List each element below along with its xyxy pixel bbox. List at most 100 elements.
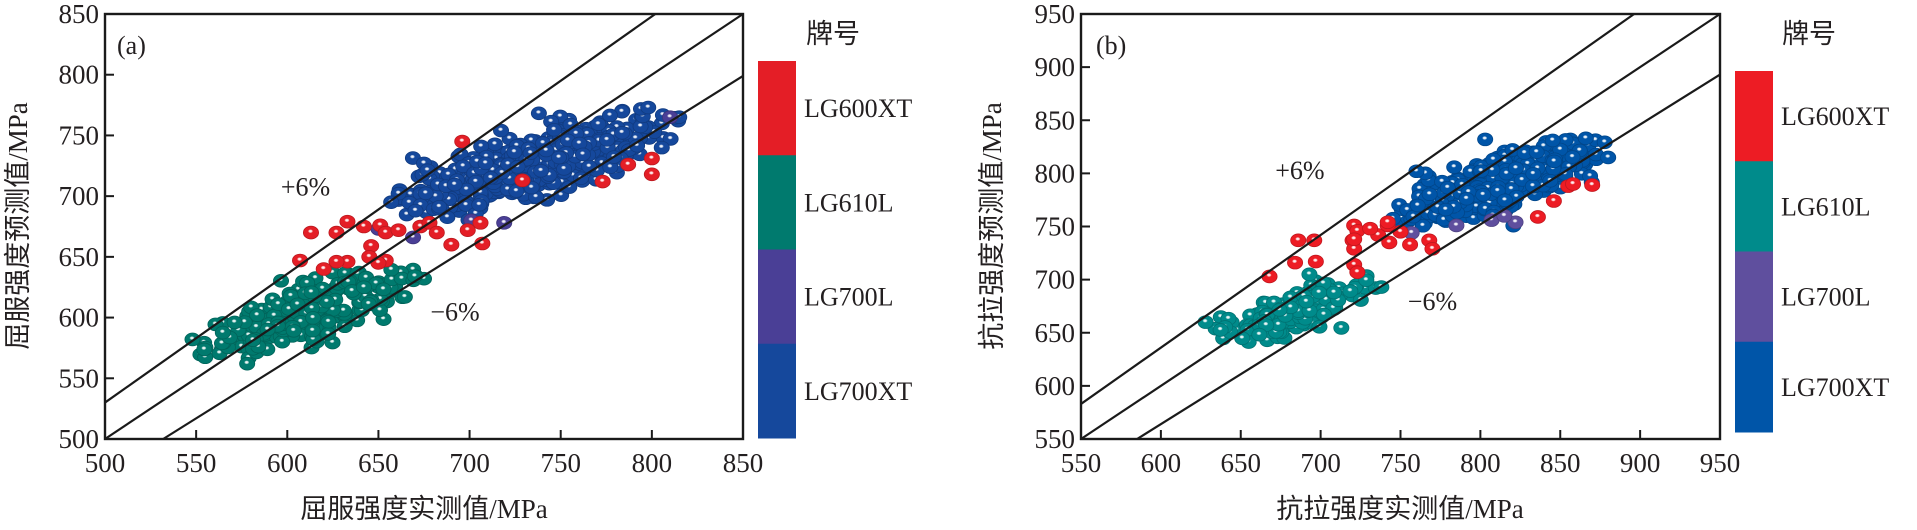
point-lg700xt [522,146,539,160]
point-lg610l [320,314,337,329]
point-lg700xt [551,150,568,165]
point-lg700xt [653,140,670,155]
point-lg700xt [556,162,573,176]
y-tick-label: 850 [59,0,100,29]
x-tick-label: 900 [1620,448,1661,478]
reference-line-identity [104,13,744,440]
x-axis-label-a: 屈服强度实测值/MPa [300,494,548,524]
point-lg610l [303,285,320,300]
point-lg610l [360,297,377,311]
x-tick-label: 850 [723,448,764,478]
point-lg610l [1342,284,1359,298]
y-tick-label: 650 [59,242,100,272]
point-lg600xt [594,174,611,189]
point-lg700xt [1544,133,1561,148]
point-lg700xt [1507,161,1524,175]
point-lg700xt [533,163,550,178]
point-lg610l [1212,323,1229,337]
x-tick-label: 700 [449,448,490,478]
point-lg610l [289,297,306,312]
point-lg700xt [571,136,588,151]
y-tick-label: 950 [1035,0,1076,29]
point-lg700xt [471,198,488,212]
point-lg600xt [459,223,476,237]
x-tick-label: 700 [1300,448,1341,478]
point-lg600xt [428,225,445,240]
panel-label-b: (b) [1096,31,1126,60]
chart-a: (a) 500 550 600 650 700 750 800 850 500 550 600 650… [3,0,912,524]
point-lg600xt [443,237,460,252]
point-lg600xt [1287,255,1304,270]
legend-swatch-lg600xt-b [1735,71,1773,162]
y-axis-label-b: 抗拉强度预测值/MPa [977,102,1007,350]
legend-label-lg700l-b: LG700L [1781,283,1871,312]
legend-label-lg610l-a: LG610L [804,188,894,217]
y-tick-label: 500 [59,424,100,454]
x-axis-label-b: 抗拉强度实测值/MPa [1276,494,1524,524]
point-lg610l [249,308,266,322]
x-tick-label: 750 [1380,448,1421,478]
point-lg600xt [1381,235,1398,250]
point-lg600xt [1402,237,1419,252]
y-tick-label: 750 [1035,212,1076,242]
point-lg610l [320,327,337,341]
point-lg600xt [620,157,637,172]
point-lg700xt [506,145,523,159]
point-lg700xt [455,159,472,174]
panel-label-a: (a) [117,31,146,60]
point-lg600xt [1290,233,1307,248]
point-lg610l [304,323,321,338]
point-lg700xt [431,200,448,214]
point-lg610l [375,282,392,297]
point-lg600xt [514,173,531,188]
point-lg700l [1507,215,1524,230]
point-lg700xt [613,104,630,119]
point-lg700xt [614,125,631,140]
point-lg600xt [472,216,489,230]
legend-swatch-lg600xt-a [758,61,796,156]
y-tick-label: 800 [1035,158,1076,188]
y-tick-label: 550 [1035,424,1076,454]
point-lg700xt [417,186,434,201]
point-lg600xt [328,254,345,269]
y-axis-label-a: 屈服强度预测值/MPa [3,102,33,350]
point-lg610l [1298,294,1315,309]
legend-a: LG600XT LG610L LG700L LG700XT [758,61,912,439]
legend-swatch-lg700xt-b [1735,341,1773,433]
point-lg700xt [546,122,563,137]
point-lg600xt [1545,194,1562,208]
point-lg610l [1301,267,1318,282]
x-tick-label: 750 [540,448,581,478]
point-lg700xt [473,139,490,154]
point-lg600xt [1349,265,1366,279]
y-tick-label: 850 [1035,105,1076,135]
point-lg700xt [1477,132,1494,147]
point-lg610l [1325,285,1342,300]
point-lg600xt [328,225,345,240]
point-lg700xt [530,106,547,121]
plot-frame [103,12,745,441]
y-tick-label: 750 [59,120,100,150]
point-lg600xt [1565,177,1582,191]
point-lg700xt [390,186,407,201]
point-lg600xt [1362,221,1379,236]
point-lg600xt [1346,232,1363,247]
legend-label-lg700xt-a: LG700XT [804,377,912,406]
y-tick-label: 600 [1035,371,1076,401]
point-lg700xt [482,171,499,185]
point-lg700xt [574,147,591,162]
band-label-plus-a: +6% [281,172,330,201]
x-tick-label: 550 [176,448,217,478]
point-lg700xt [1600,150,1617,165]
x-tick-label: 500 [85,448,126,478]
legend-b: LG600XT LG610L LG700L LG700XT [1735,71,1889,433]
point-lg610l [396,290,413,304]
point-lg700l [405,230,422,245]
point-lg700l [496,216,513,230]
point-lg600xt [377,225,394,240]
legend-label-lg610l-b: LG610L [1781,192,1871,221]
point-lg610l [1311,285,1328,300]
point-lg610l [355,280,372,295]
y-tick-label: 600 [59,303,100,333]
point-lg700xt [1577,131,1594,146]
